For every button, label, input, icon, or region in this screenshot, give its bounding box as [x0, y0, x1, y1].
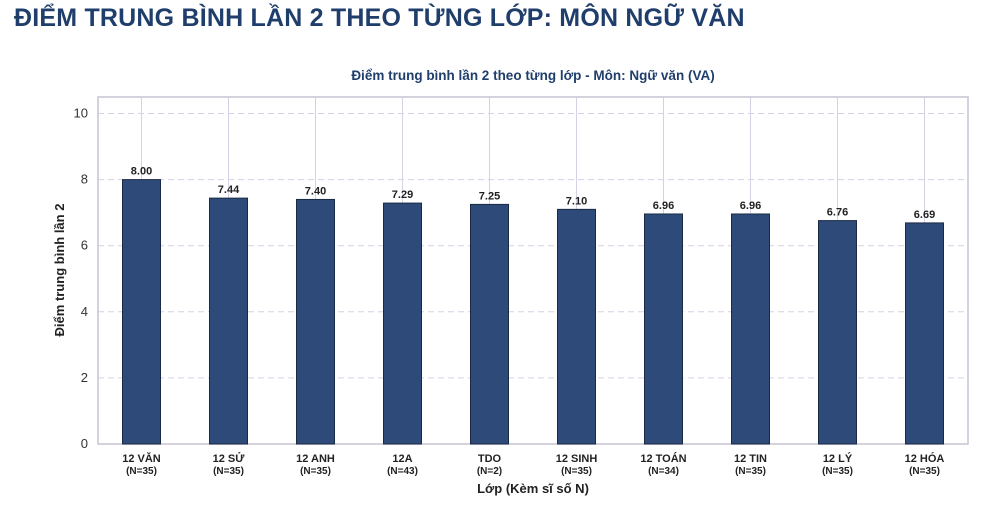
- x-tick-count: (N=2): [477, 466, 502, 477]
- x-tick-count: (N=35): [213, 466, 244, 477]
- y-tick-label: 8: [81, 172, 88, 187]
- x-tick-count: (N=34): [648, 466, 679, 477]
- y-axis-label: Điểm trung bình lần 2: [52, 204, 67, 337]
- bar: [818, 220, 857, 445]
- y-axis-ticks: 0 2 4 6 8 10: [74, 106, 88, 451]
- x-tick-label: TDO: [478, 453, 502, 465]
- data-label: 6.96: [653, 200, 674, 212]
- data-label: 6.76: [827, 207, 848, 219]
- y-tick-label: 2: [81, 370, 88, 385]
- x-tick-label: 12 HÓA: [905, 452, 945, 465]
- bar: [383, 202, 422, 445]
- bar: [209, 197, 248, 445]
- y-tick-label: 10: [74, 106, 88, 121]
- y-tick-label: 4: [81, 304, 88, 319]
- x-tick-label: 12 TIN: [734, 453, 767, 465]
- x-tick-count: (N=35): [300, 466, 331, 477]
- x-tick-count: (N=35): [561, 466, 592, 477]
- x-tick-count: (N=35): [822, 466, 853, 477]
- x-tick-label: 12 LÝ: [823, 452, 853, 465]
- x-tick-count: (N=43): [387, 466, 418, 477]
- x-tick-count: (N=35): [735, 466, 766, 477]
- x-tick-label: 12 SỬ: [213, 452, 246, 465]
- x-tick-label: 12 ANH: [296, 453, 335, 465]
- x-axis-label: Lớp (Kèm sĩ số N): [477, 481, 589, 496]
- data-label: 7.44: [218, 184, 240, 196]
- data-label: 7.40: [305, 185, 326, 197]
- bar: [557, 208, 596, 445]
- x-axis-ticks: 12 VĂN(N=35)12 SỬ(N=35)12 ANH(N=35)12A(N…: [122, 452, 944, 477]
- y-tick-label: 6: [81, 238, 88, 253]
- bars: [122, 179, 944, 445]
- x-tick-label: 12A: [392, 453, 412, 465]
- data-label: 7.29: [392, 189, 413, 201]
- data-label: 8.00: [131, 166, 152, 178]
- data-label: 6.96: [740, 200, 761, 212]
- x-tick-count: (N=35): [909, 466, 940, 477]
- data-label: 7.25: [479, 190, 500, 202]
- bar: [296, 198, 335, 445]
- data-label: 6.69: [914, 209, 935, 221]
- x-tick-label: 12 SINH: [556, 453, 598, 465]
- bar: [731, 213, 770, 445]
- x-tick-label: 12 TOÁN: [640, 452, 686, 465]
- bar: [470, 203, 509, 445]
- x-tick-count: (N=35): [126, 466, 157, 477]
- page-heading: ĐIỂM TRUNG BÌNH LẦN 2 THEO TỪNG LỚP: MÔN…: [14, 4, 745, 32]
- bar: [644, 213, 683, 445]
- chart-title: Điểm trung bình lần 2 theo từng lớp - Mô…: [351, 68, 714, 83]
- data-label: 7.10: [566, 195, 587, 207]
- y-tick-label: 0: [81, 436, 88, 451]
- data-labels: 8.00 7.44 7.40 7.29 7.25 7.10 6.96 6.96 6.76 6.69: [131, 166, 935, 221]
- bar: [905, 222, 944, 445]
- plot-frame: [97, 96, 969, 445]
- bar: [122, 179, 161, 445]
- x-tick-label: 12 VĂN: [122, 452, 161, 465]
